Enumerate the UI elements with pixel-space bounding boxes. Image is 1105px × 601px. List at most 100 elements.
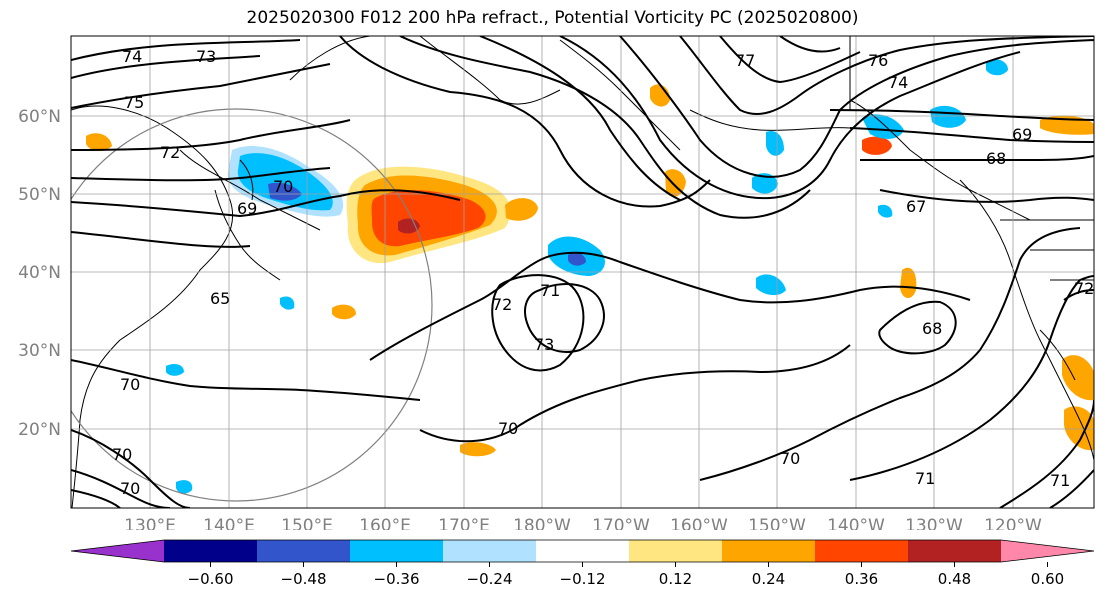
colorbar-segment bbox=[908, 540, 1001, 562]
colorbar-tick-label: 0.24 bbox=[752, 570, 785, 588]
lon-label: 170°W bbox=[592, 516, 650, 530]
map-frame bbox=[70, 35, 1095, 509]
pv-negative-blob-2-core bbox=[568, 252, 586, 266]
contour-label: 68 bbox=[986, 149, 1006, 168]
contour-label: 72 bbox=[492, 295, 512, 314]
pv-positive-blob-9 bbox=[86, 133, 112, 152]
contour-label: 71 bbox=[540, 281, 560, 300]
lon-label: 170°E bbox=[438, 516, 490, 530]
contour-label: 65 bbox=[210, 289, 230, 308]
contour-label-group: 74 73 75 72 70 69 65 77 76 74 69 68 67 7… bbox=[112, 47, 1094, 498]
colorbar-tick-label: 0.12 bbox=[659, 570, 692, 588]
contour-label: 73 bbox=[534, 335, 554, 354]
colorbar-segment bbox=[629, 540, 722, 562]
lon-label: 140°E bbox=[203, 516, 255, 530]
coastlines bbox=[71, 36, 1094, 508]
contour-label: 74 bbox=[122, 47, 142, 66]
contour-label: 69 bbox=[1012, 125, 1032, 144]
colorbar-segment bbox=[257, 540, 350, 562]
lat-label: 60°N bbox=[18, 107, 61, 127]
contour-label: 71 bbox=[1050, 471, 1070, 490]
pv-positive-blob-main-peak bbox=[398, 218, 420, 234]
lat-axis: 60°N 50°N 40°N 30°N 20°N bbox=[18, 107, 61, 440]
pv-negative-blob-11 bbox=[280, 296, 295, 310]
gridlines bbox=[71, 36, 1094, 508]
pv-positive-blob-7 bbox=[332, 304, 356, 320]
lat-label: 50°N bbox=[18, 185, 61, 205]
contour-label: 74 bbox=[888, 73, 908, 92]
colorbar-tick-label: 0.36 bbox=[845, 570, 878, 588]
colorbar-tick-label: −0.60 bbox=[188, 570, 234, 588]
colorbar-segment bbox=[722, 540, 815, 562]
range-ring bbox=[71, 108, 433, 502]
pv-negative-blob-12 bbox=[878, 204, 893, 218]
colorbar-outline bbox=[70, 539, 1095, 563]
lon-label: 120°W bbox=[984, 516, 1042, 530]
contour-label: 73 bbox=[196, 47, 216, 66]
colorbar-ticks: −0.60 −0.48 −0.36 −0.24 −0.12 0.12 0.24 0.36 0.4… bbox=[188, 562, 1064, 588]
contour-label: 70 bbox=[780, 449, 800, 468]
lon-label: 140°W bbox=[827, 516, 885, 530]
contour-label: 76 bbox=[868, 51, 888, 70]
colorbar-tick-label: 0.48 bbox=[938, 570, 971, 588]
colorbar-segment bbox=[815, 540, 908, 562]
contour-label: 70 bbox=[498, 419, 518, 438]
colorbar-extend-high bbox=[1001, 540, 1094, 562]
pv-negative-blob-5 bbox=[930, 105, 966, 128]
colorbar-tick-label: −0.12 bbox=[560, 570, 606, 588]
contour-label: 70 bbox=[120, 375, 140, 394]
pv-positive-blob-11 bbox=[900, 267, 917, 299]
contour-label: 72 bbox=[1074, 279, 1094, 298]
contour-label: 69 bbox=[237, 199, 257, 218]
colorbar-tick-label: 0.60 bbox=[1031, 570, 1064, 588]
colorbar-segment bbox=[350, 540, 443, 562]
contour-label: 71 bbox=[915, 469, 935, 488]
contour-label: 77 bbox=[735, 51, 755, 70]
pv-negative-blob-10 bbox=[176, 480, 193, 494]
map: 74 73 75 72 70 69 65 77 76 74 69 68 67 7… bbox=[18, 35, 1095, 530]
pv-positive-blob-5 bbox=[1062, 355, 1094, 401]
colorbar-segments bbox=[70, 539, 1095, 563]
pv-negative-blob-1-inner bbox=[237, 153, 333, 211]
pv-positive-blob-10 bbox=[1064, 406, 1094, 451]
colorbar-tick-label: −0.24 bbox=[467, 570, 513, 588]
pv-negative-blob-6 bbox=[986, 59, 1008, 76]
pv-positive-blob-3 bbox=[862, 136, 892, 155]
lat-label: 40°N bbox=[18, 263, 61, 283]
lon-label: 160°E bbox=[359, 516, 411, 530]
lon-label: 130°E bbox=[124, 516, 176, 530]
pv-positive-blob-8 bbox=[460, 442, 496, 457]
pv-negative-blob-8 bbox=[766, 130, 784, 156]
lon-label: 160°W bbox=[670, 516, 728, 530]
pv-negative-blob-4 bbox=[862, 114, 904, 139]
lon-label: 180°W bbox=[513, 516, 571, 530]
pv-negative-blob-7 bbox=[756, 274, 786, 296]
colorbar: −0.60 −0.48 −0.36 −0.24 −0.12 0.12 0.24 0.36 0.4… bbox=[70, 539, 1095, 588]
colorbar-extend-low bbox=[71, 540, 164, 562]
lon-label: 150°W bbox=[748, 516, 806, 530]
contour-label: 67 bbox=[906, 197, 926, 216]
lon-axis: 130°E 140°E 150°E 160°E 170°E 180°W 170°… bbox=[124, 516, 1042, 530]
contour-label: 68 bbox=[922, 319, 942, 338]
colorbar-tick-label: −0.48 bbox=[281, 570, 327, 588]
contour-label: 72 bbox=[160, 143, 180, 162]
contour-label: 70 bbox=[120, 479, 140, 498]
pv-negative-blob-9 bbox=[166, 364, 184, 376]
figure-title: 2025020300 F012 200 hPa refract., Potent… bbox=[246, 8, 859, 28]
lat-label: 20°N bbox=[18, 420, 61, 440]
contour-label: 70 bbox=[273, 177, 293, 196]
colorbar-segment bbox=[164, 540, 257, 562]
pv-positive-blob-2 bbox=[505, 198, 538, 221]
pv-positive-blob-main-core bbox=[371, 190, 486, 247]
contour-label: 75 bbox=[124, 93, 144, 112]
refractivity-contours bbox=[71, 36, 1094, 508]
colorbar-tick-label: −0.36 bbox=[374, 570, 420, 588]
contour-label: 70 bbox=[112, 445, 132, 464]
colorbar-segment bbox=[536, 540, 629, 562]
lon-label: 130°W bbox=[905, 516, 963, 530]
pv-negative-blob-3 bbox=[752, 173, 778, 194]
lon-label: 150°E bbox=[281, 516, 333, 530]
pv-negative-blob-1-core bbox=[268, 182, 302, 201]
lat-label: 30°N bbox=[18, 341, 61, 361]
colorbar-segment bbox=[443, 540, 536, 562]
